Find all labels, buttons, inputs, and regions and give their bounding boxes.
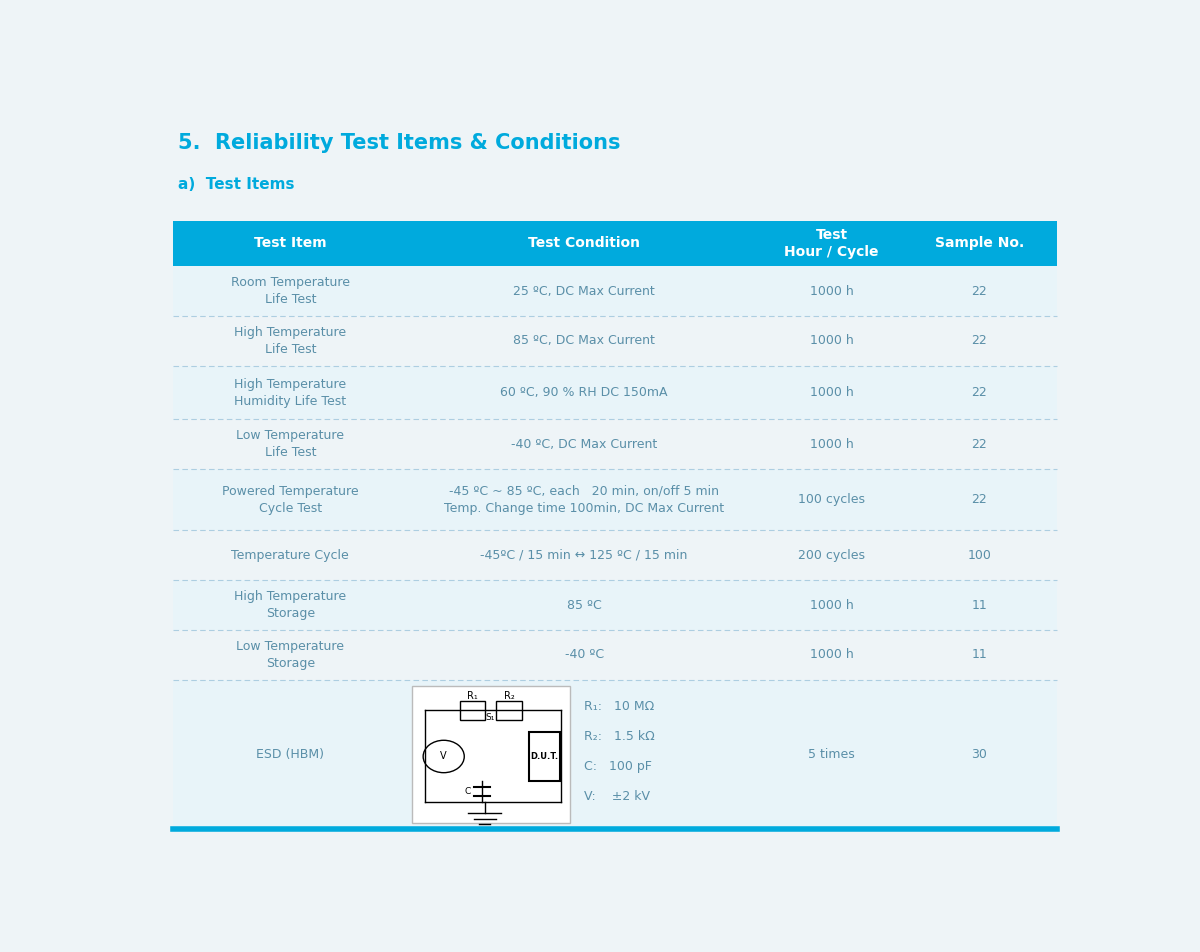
Text: 22: 22	[972, 285, 988, 298]
Text: -45 ºC ~ 85 ºC, each   20 min, on/off 5 min
Temp. Change time 100min, DC Max Cur: -45 ºC ~ 85 ºC, each 20 min, on/off 5 mi…	[444, 485, 724, 515]
Bar	[173, 630, 1057, 680]
Bar	[173, 366, 1057, 420]
Text: Test Condition: Test Condition	[528, 236, 640, 250]
Bar	[173, 221, 1057, 267]
Text: 85 ºC, DC Max Current: 85 ºC, DC Max Current	[514, 334, 655, 347]
Text: 5.  Reliability Test Items & Conditions: 5. Reliability Test Items & Conditions	[178, 132, 620, 152]
Text: Room Temperature
Life Test: Room Temperature Life Test	[230, 276, 350, 307]
Text: Temperature Cycle: Temperature Cycle	[232, 548, 349, 562]
Text: 11: 11	[972, 648, 988, 662]
Text: -40 ºC, DC Max Current: -40 ºC, DC Max Current	[511, 438, 658, 451]
Bar	[173, 267, 1057, 316]
Text: R₂: R₂	[504, 691, 515, 701]
Text: High Temperature
Life Test: High Temperature Life Test	[234, 326, 347, 356]
Text: 1000 h: 1000 h	[810, 334, 853, 347]
Bar	[173, 580, 1057, 630]
Bar	[173, 316, 1057, 366]
Bar	[173, 530, 1057, 580]
Text: R₂:   1.5 kΩ: R₂: 1.5 kΩ	[584, 730, 655, 743]
Bar	[497, 701, 522, 720]
Text: V:    ±2 kV: V: ±2 kV	[584, 789, 650, 803]
Bar	[173, 469, 1057, 530]
Text: C: C	[464, 787, 470, 796]
Text: 1000 h: 1000 h	[810, 599, 853, 611]
Text: Powered Temperature
Cycle Test: Powered Temperature Cycle Test	[222, 485, 359, 515]
Text: -45ºC / 15 min ↔ 125 ºC / 15 min: -45ºC / 15 min ↔ 125 ºC / 15 min	[480, 548, 688, 562]
Text: 22: 22	[972, 387, 988, 399]
Text: Test Item: Test Item	[254, 236, 326, 250]
Text: Low Temperature
Storage: Low Temperature Storage	[236, 640, 344, 670]
Text: 1000 h: 1000 h	[810, 387, 853, 399]
Text: C:   100 pF: C: 100 pF	[584, 760, 652, 773]
Text: 22: 22	[972, 334, 988, 347]
Text: 1000 h: 1000 h	[810, 648, 853, 662]
Text: 100: 100	[967, 548, 991, 562]
Text: 1000 h: 1000 h	[810, 285, 853, 298]
Text: 11: 11	[972, 599, 988, 611]
Text: 30: 30	[972, 748, 988, 761]
Bar	[173, 420, 1057, 469]
Text: a)  Test Items: a) Test Items	[178, 176, 294, 191]
Text: 200 cycles: 200 cycles	[798, 548, 865, 562]
Text: D.U.T.: D.U.T.	[530, 752, 558, 761]
Text: Sample No.: Sample No.	[935, 236, 1024, 250]
Text: R₁:   10 MΩ: R₁: 10 MΩ	[584, 701, 654, 713]
Text: 22: 22	[972, 438, 988, 451]
Bar	[173, 680, 1057, 829]
Text: R₁: R₁	[467, 691, 478, 701]
Text: Low Temperature
Life Test: Low Temperature Life Test	[236, 429, 344, 460]
Text: 22: 22	[972, 493, 988, 506]
Bar	[528, 732, 560, 781]
Text: 85 ºC: 85 ºC	[566, 599, 601, 611]
Text: 25 ºC, DC Max Current: 25 ºC, DC Max Current	[514, 285, 655, 298]
Text: -40 ºC: -40 ºC	[564, 648, 604, 662]
Text: S₁: S₁	[485, 713, 494, 723]
Bar	[412, 685, 570, 823]
Text: 100 cycles: 100 cycles	[798, 493, 865, 506]
Text: 5 times: 5 times	[808, 748, 854, 761]
Text: Test
Hour / Cycle: Test Hour / Cycle	[785, 228, 878, 259]
Text: High Temperature
Storage: High Temperature Storage	[234, 590, 347, 620]
Bar	[460, 701, 485, 720]
Text: V: V	[440, 751, 448, 762]
Text: High Temperature
Humidity Life Test: High Temperature Humidity Life Test	[234, 378, 347, 407]
Text: 60 ºC, 90 % RH DC 150mA: 60 ºC, 90 % RH DC 150mA	[500, 387, 668, 399]
Text: 1000 h: 1000 h	[810, 438, 853, 451]
Text: ESD (HBM): ESD (HBM)	[257, 748, 324, 761]
